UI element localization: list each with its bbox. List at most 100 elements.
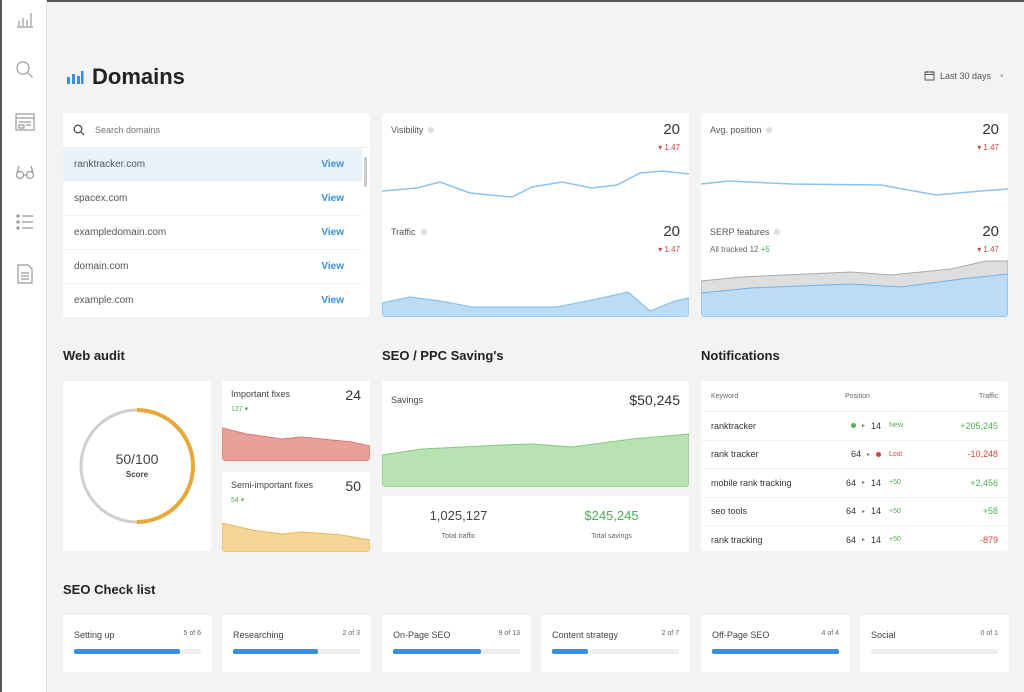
arrow-right-icon: ▸ [861, 537, 865, 544]
date-range-picker[interactable]: Last 30 days ▾ [924, 70, 1004, 81]
glasses-icon[interactable] [14, 161, 36, 183]
info-icon[interactable] [774, 229, 781, 235]
position-to: 14 [870, 420, 881, 431]
domain-name: spacex.com [74, 193, 128, 204]
semi-important-fixes-card[interactable]: Semi-important fixes 50 54 ▾ [222, 472, 370, 552]
metric-label: Avg. position [710, 125, 762, 135]
position-from: 64 [845, 506, 856, 517]
bar-chart-icon[interactable] [14, 8, 36, 30]
checklist-heading: SEO Check list [63, 582, 156, 597]
domain-row[interactable]: ranktracker.com View [63, 148, 362, 182]
progress-bar [871, 649, 998, 654]
checklist-count: 2 of 3 [342, 630, 360, 637]
sidebar [0, 0, 47, 692]
position-from: 64 [845, 477, 856, 488]
new-dot-icon [850, 423, 856, 429]
domain-name: ranktracker.com [74, 159, 146, 170]
window-border [0, 0, 1024, 2]
progress-bar [74, 649, 201, 654]
metrics-left: Visibility 20 ▾ 1.47 Traffic 20 ▾ 1.47 [382, 113, 689, 317]
total-savings-value: $245,245 [584, 508, 639, 523]
domain-name: example.com [74, 295, 134, 306]
column-position: Position [845, 392, 870, 400]
info-icon[interactable] [428, 127, 435, 133]
search-input[interactable] [95, 125, 345, 135]
checklist-label: Researching [233, 630, 284, 640]
bar-chart-icon [67, 71, 84, 84]
metric-serp-features: SERP features All tracked 12 +5 20 ▾ 1.4… [701, 215, 1008, 317]
table-row[interactable]: ranktracker ▸ 14 New +205,245 [701, 411, 1008, 440]
visibility-sparkline [382, 170, 689, 198]
position-status: Lost [889, 450, 903, 458]
metric-visibility: Visibility 20 ▾ 1.47 [382, 113, 689, 215]
notifications-table: Keyword Position Traffic ranktracker ▸ 14… [701, 381, 1008, 551]
important-fixes-value: 24 [345, 387, 361, 403]
score-value: 50/100 [115, 451, 159, 467]
table-row[interactable]: seo tools 64 ▸ 14 +50 +58 [701, 496, 1008, 526]
table-row[interactable]: mobile rank tracking 64 ▸ 14 +50 +2,456 [701, 468, 1008, 497]
page-title-text: Domains [92, 64, 185, 89]
domain-row[interactable]: spacex.com View [63, 182, 362, 216]
checklist-card[interactable]: Social 0 of 1 [860, 615, 1009, 672]
keyword-search-icon[interactable] [14, 59, 36, 81]
domain-row[interactable]: example.com View [63, 284, 362, 317]
list-icon[interactable] [14, 211, 36, 233]
document-icon[interactable] [14, 263, 36, 285]
serp-tracked-delta: +5 [760, 245, 770, 254]
metric-value: 20 [982, 121, 999, 138]
position-to: 14 [870, 506, 881, 517]
savings-card: Savings $50,245 [382, 381, 689, 487]
metric-delta: ▾ 1.47 [658, 245, 680, 254]
checklist-count: 2 of 7 [661, 630, 679, 637]
arrow-right-icon: ▸ [861, 423, 865, 430]
domain-row[interactable]: exampledomain.com View [63, 216, 362, 250]
keyword: ranktracker [711, 420, 757, 431]
search-bar [63, 113, 370, 148]
savings-sparkline [382, 433, 689, 487]
checklist-card[interactable]: On-Page SEO 9 of 13 [382, 615, 531, 672]
metric-delta: ▾ 1.47 [977, 143, 999, 152]
view-link[interactable]: View [321, 193, 344, 204]
traffic-change: +205,245 [960, 420, 998, 431]
semi-important-fixes-delta: 54 ▾ [231, 497, 245, 504]
scrollbar[interactable] [364, 157, 367, 187]
important-fixes-card[interactable]: Important fixes 24 127 ▾ [222, 381, 370, 461]
checklist-label: Setting up [74, 630, 115, 640]
metric-value: 20 [663, 223, 680, 240]
semi-important-fixes-label: Semi-important fixes [231, 480, 314, 490]
metric-label: Traffic [391, 227, 416, 237]
info-icon[interactable] [766, 127, 773, 133]
checklist-card[interactable]: Researching 2 of 3 [222, 615, 371, 672]
savings-totals: 1,025,127 Total traffic $245,245 Total sav… [382, 496, 689, 552]
progress-bar [712, 649, 839, 654]
checklist-label: On-Page SEO [393, 630, 451, 640]
calendar-icon [924, 71, 935, 81]
table-row[interactable]: rank tracker 64 ▸ Lost -10,248 [701, 439, 1008, 469]
progress-fill [74, 649, 180, 654]
page-title: Domains [66, 64, 185, 90]
checklist-card[interactable]: Content strategy 2 of 7 [541, 615, 690, 672]
checklist-count: 0 of 1 [980, 630, 998, 637]
view-link[interactable]: View [321, 295, 344, 306]
checklist-card[interactable]: Off-Page SEO 4 of 4 [701, 615, 850, 672]
table-row[interactable]: rank tracking 64 ▸ 14 +50 -879 [701, 525, 1008, 551]
checklist-label: Social [871, 630, 896, 640]
position-from: 64 [850, 449, 861, 460]
checklist-label: Off-Page SEO [712, 630, 770, 640]
domain-row[interactable]: domain.com View [63, 250, 362, 284]
layout-icon[interactable] [14, 111, 36, 133]
view-link[interactable]: View [321, 159, 344, 170]
progress-fill [233, 649, 318, 654]
arrow-right-icon: ▸ [866, 451, 870, 458]
view-link[interactable]: View [321, 261, 344, 272]
info-icon[interactable] [420, 229, 427, 235]
metric-avg-position: Avg. position 20 ▾ 1.47 [701, 113, 1008, 215]
traffic-sparkline [382, 291, 689, 317]
traffic-change: +58 [982, 506, 998, 517]
chevron-down-icon: ▾ [1000, 72, 1004, 80]
view-link[interactable]: View [321, 227, 344, 238]
keyword: rank tracker [711, 449, 759, 460]
traffic-change: -879 [979, 534, 998, 545]
domain-list: ranktracker.comViewspacex.comViewexample… [63, 113, 370, 317]
checklist-card[interactable]: Setting up 5 of 6 [63, 615, 212, 672]
